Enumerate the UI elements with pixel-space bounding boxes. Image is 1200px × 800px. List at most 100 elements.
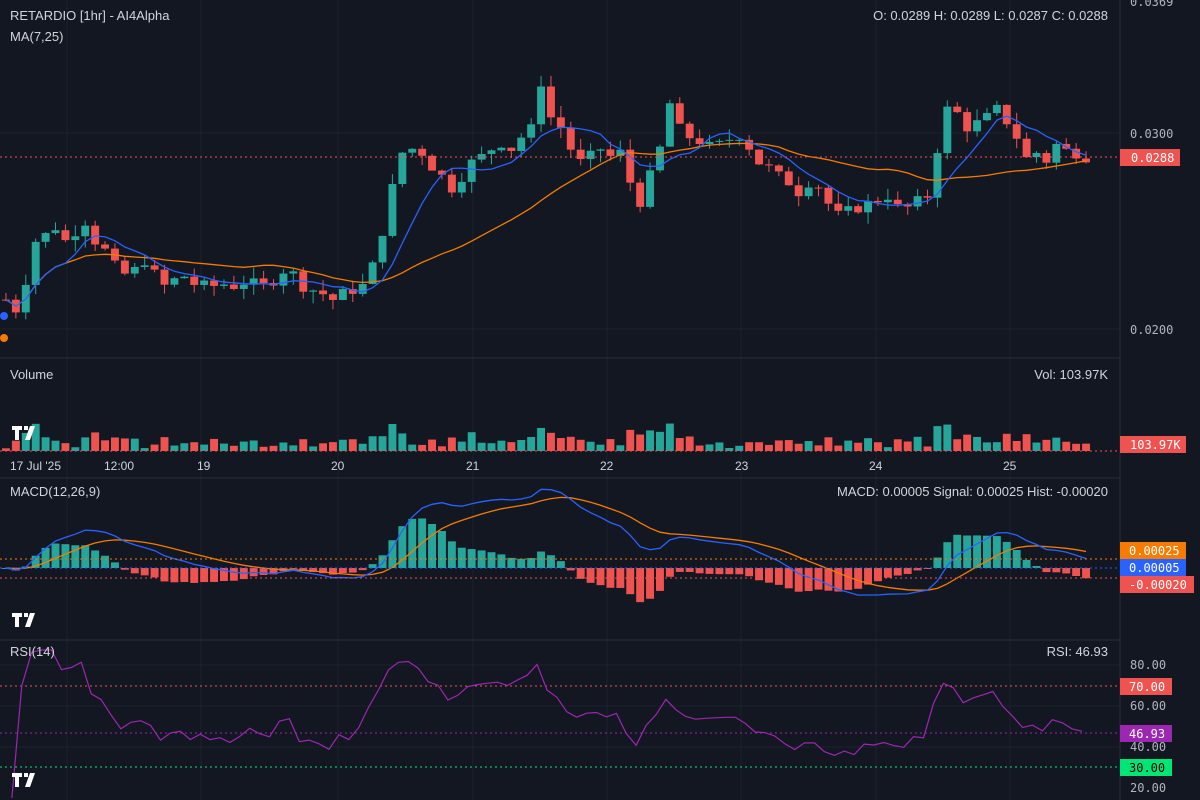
volume-bar xyxy=(844,440,853,451)
macd-hist-bar xyxy=(170,568,179,583)
time-label-1: 12:00 xyxy=(104,459,134,473)
volume-bar xyxy=(973,436,982,451)
rsi-line xyxy=(11,649,1083,799)
volume-bar xyxy=(774,440,783,451)
volume-bar xyxy=(745,442,754,451)
volume-bar xyxy=(11,440,20,451)
macd-hist-bar xyxy=(309,568,318,572)
volume-bar xyxy=(279,442,288,451)
macd-hist-bar xyxy=(864,568,873,585)
candle-body xyxy=(220,284,228,286)
macd-hist-bar xyxy=(1022,559,1031,568)
macd-hist-bar xyxy=(438,531,446,568)
candle-body xyxy=(408,148,417,153)
volume-bar xyxy=(368,436,377,451)
volume-bar xyxy=(41,437,50,451)
volume-bar xyxy=(953,439,962,451)
macd-signal-tag xyxy=(1120,542,1186,559)
candle-body xyxy=(883,199,892,203)
volume-bar xyxy=(695,445,704,451)
candle-body xyxy=(715,140,724,142)
volume-bar xyxy=(507,442,516,451)
volume-bar xyxy=(1042,439,1051,451)
macd-hist-bar xyxy=(844,568,853,590)
candle-body xyxy=(1012,124,1021,139)
candle-body xyxy=(864,200,873,213)
candle-body xyxy=(527,124,536,138)
time-label-7: 24 xyxy=(869,459,883,473)
volume-bar xyxy=(636,434,645,451)
macd-hist-bar xyxy=(755,568,764,581)
macd-hist-bar xyxy=(487,552,496,568)
macd-hist-bar xyxy=(963,535,972,568)
volume-bar xyxy=(715,442,724,451)
volume-bar xyxy=(319,443,328,451)
macd-hist-bar xyxy=(338,568,347,574)
candle-body xyxy=(1032,153,1041,158)
volume-bar xyxy=(408,444,417,451)
volume-bar xyxy=(447,437,456,451)
rsi-tick-40: 40.00 xyxy=(1130,740,1166,754)
volume-bar xyxy=(398,433,407,451)
macd-hist-tag-label: -0.00020 xyxy=(1129,578,1187,592)
macd-hist-bar xyxy=(1072,568,1081,577)
volume-bar xyxy=(586,441,595,451)
volume-bar xyxy=(51,440,60,451)
candle-body xyxy=(685,123,694,139)
macd-hist-bar xyxy=(774,568,783,585)
candle-body xyxy=(279,273,288,286)
ma-7-line xyxy=(5,115,1087,307)
volume-bar xyxy=(418,444,427,451)
volume-bar xyxy=(547,432,555,451)
volume-bar xyxy=(685,436,694,451)
price-tick-0: 0.0369 xyxy=(1130,0,1173,9)
volume-bar xyxy=(477,442,486,451)
volume-bar xyxy=(329,442,337,451)
macd-hist-bar xyxy=(61,544,70,568)
candle-body xyxy=(992,104,1001,114)
rsi-tick-80: 80.00 xyxy=(1130,658,1166,672)
candle-body xyxy=(874,200,882,203)
macd-hist-bar xyxy=(111,562,119,568)
volume-bar xyxy=(348,439,357,451)
candle-body xyxy=(329,294,337,300)
macd-hist-bar xyxy=(269,568,278,575)
candle-body xyxy=(101,244,110,249)
volume-bar xyxy=(1032,442,1041,451)
volume-bar xyxy=(556,438,565,451)
candle-body xyxy=(814,187,823,189)
macd-hist-bar xyxy=(299,568,308,571)
candle-body xyxy=(774,165,783,172)
macd-hist-bar xyxy=(229,568,238,581)
volume-tag xyxy=(1120,436,1186,453)
candle-body xyxy=(348,289,357,294)
macd-hist-bar xyxy=(180,568,189,583)
ma-7-marker xyxy=(0,312,8,320)
candle-body xyxy=(1042,153,1051,163)
macd-hist-bar xyxy=(636,568,645,603)
volume-bar xyxy=(646,430,655,451)
candle-body xyxy=(1002,104,1011,125)
candle-body xyxy=(854,206,863,213)
current-price-tag-label: 0.0288 xyxy=(1131,151,1174,165)
volume-bar xyxy=(606,439,615,451)
candle-body xyxy=(398,152,407,184)
volume-bar xyxy=(21,432,30,451)
candle-body xyxy=(903,204,912,207)
volume-bar xyxy=(834,445,843,451)
volume-bar xyxy=(457,441,466,451)
macd-hist-bar xyxy=(1052,568,1061,573)
candle-body xyxy=(517,137,526,151)
macd-hist-bar xyxy=(725,568,734,575)
volume-bar xyxy=(824,437,833,451)
macd-hist-bar xyxy=(814,568,823,590)
macd-hist-bar xyxy=(883,568,892,578)
candle-body xyxy=(913,196,922,207)
candle-body xyxy=(636,182,645,207)
volume-bar xyxy=(150,444,159,451)
volume-bar xyxy=(854,442,863,451)
candle-body xyxy=(844,206,853,211)
candle-body xyxy=(150,265,159,270)
candle-body xyxy=(556,117,565,128)
